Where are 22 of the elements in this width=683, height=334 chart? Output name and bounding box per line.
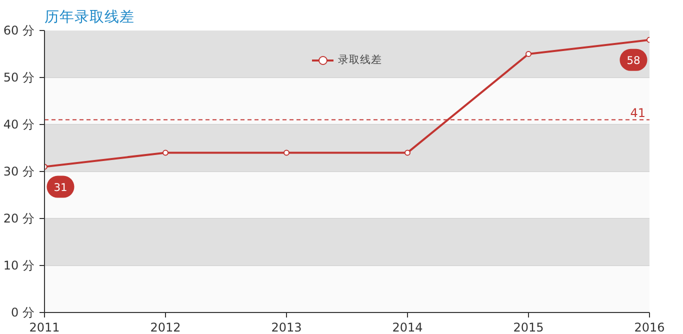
y-tick-label: 10 分: [3, 258, 35, 272]
point: [162, 150, 168, 156]
x-tick-label: 2012: [150, 320, 181, 334]
x-tick-label: 2013: [271, 320, 302, 334]
point: [284, 150, 290, 156]
y-tick-label: 0 分: [11, 306, 35, 320]
x-tick-label: 2015: [513, 320, 544, 334]
x-tick-label: 2014: [392, 320, 423, 334]
x-tick-label: 2016: [634, 320, 665, 334]
legend-label: 录取线差: [338, 53, 382, 67]
y-tick-label: 40 分: [3, 118, 35, 132]
y-tick-label: 30 分: [3, 164, 35, 178]
y-tick-label: 20 分: [3, 212, 35, 226]
point: [404, 150, 410, 156]
chart-title: 历年录取线差: [44, 8, 134, 26]
annotation: 31: [54, 180, 68, 194]
ref-line-label: 41: [630, 106, 646, 120]
annotation: 58: [626, 54, 640, 67]
y-tick-label: 60 分: [3, 24, 35, 38]
point: [526, 51, 532, 57]
x-tick-label: 2011: [29, 320, 60, 334]
y-tick-label: 50 分: [3, 70, 35, 84]
